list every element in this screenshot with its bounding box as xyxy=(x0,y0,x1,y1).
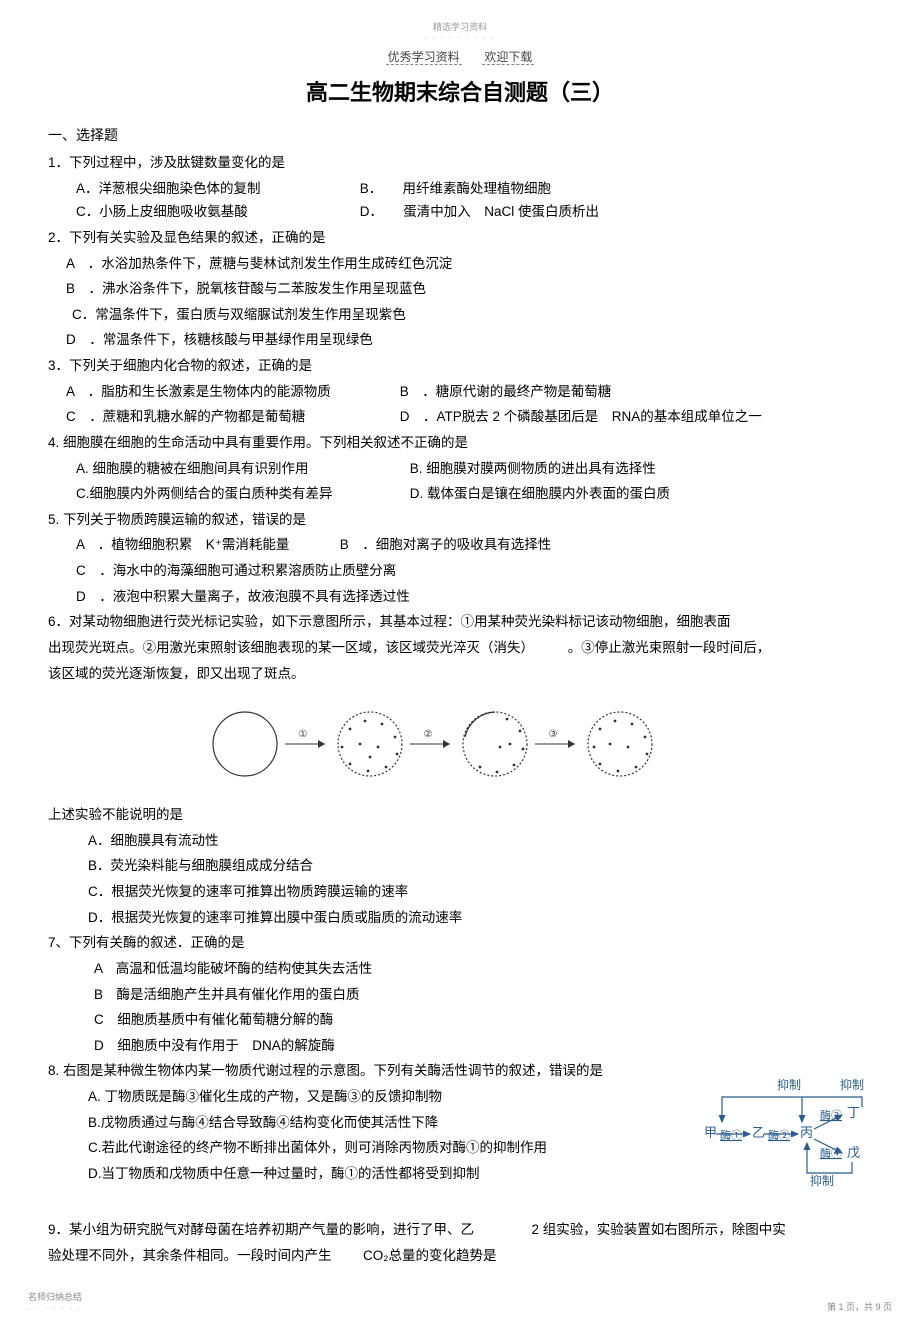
q5-opt-b: B ．细胞对离子的吸收具有选择性 xyxy=(340,537,552,552)
q9-stem-line1: 9．某小组为研究脱气对酵母菌在培养初期产气量的影响，进行了甲、乙 2 组实验，实… xyxy=(48,1218,872,1242)
q8d-yizhi3: 抑制 xyxy=(810,1173,834,1187)
q6-post: 上述实验不能说明的是 xyxy=(48,803,872,827)
q8d-bing: 丙 xyxy=(800,1125,813,1140)
q2-opt-d: D ．常温条件下，核糖核酸与甲基绿作用呈现绿色 xyxy=(48,328,872,352)
q9-stem2b: CO₂总量的变化趋势是 xyxy=(363,1248,497,1263)
q6-step2-label: ② xyxy=(424,729,433,740)
q4-opt-d: D. 载体蛋白是镶在细胞膜内外表面的蛋白质 xyxy=(410,486,670,501)
q6-opt-a: A．细胞膜具有流动性 xyxy=(48,829,872,853)
q3-opt-d: D ．ATP脱去 2 个磷酸基团后是 RNA的基本组成单位之一 xyxy=(400,409,762,424)
q3-opt-b: B ．糖原代谢的最终产物是葡萄糖 xyxy=(400,384,612,399)
q8d-mei4: 酶④ xyxy=(820,1147,842,1160)
q7-opt-d: D 细胞质中没有作用于 DNA的解旋酶 xyxy=(48,1034,872,1058)
q6-opt-d: D．根据荧光恢复的速率可推算出膜中蛋白质或脂质的流动速率 xyxy=(48,906,872,930)
q4-opt-c: C.细胞膜内外两侧结合的蛋白质种类有差异 xyxy=(76,482,406,506)
q9-stem-line2: 验处理不同外，其余条件相同。一段时间内产生 CO₂总量的变化趋势是 xyxy=(48,1244,872,1268)
q3-opt-a: A ．脂肪和生长激素是生物体内的能源物质 xyxy=(66,380,396,404)
q9-stem2a: 验处理不同外，其余条件相同。一段时间内产生 xyxy=(48,1248,332,1263)
sub-header-left: 优秀学习资料 xyxy=(386,50,462,65)
q1-opt-a: A．洋葱根尖细胞染色体的复制 xyxy=(76,177,356,201)
q8d-mei1: 酶① xyxy=(720,1129,742,1142)
q8d-yizhi1: 抑制 xyxy=(777,1077,801,1092)
q7-opt-b: B 酶是活细胞产生并具有催化作用的蛋白质 xyxy=(48,983,872,1007)
q6-opt-c: C．根据荧光恢复的速率可推算出物质跨膜运输的速率 xyxy=(48,880,872,904)
q1-opt-b: B． 用纤维素酶处理植物细胞 xyxy=(360,177,551,201)
q3-stem: 3．下列关于细胞内化合物的叙述，正确的是 xyxy=(48,354,872,378)
q5-opt-a: A ．植物细胞积累 K⁺需消耗能量 xyxy=(76,533,336,557)
q6-stem3: 该区域的荧光逐渐恢复，即又出现了斑点。 xyxy=(48,662,872,686)
q6-stem2: 出现荧光斑点。②用激光束照射该细胞表现的某一区域，该区域荧光淬灭（消失） 。③停… xyxy=(48,636,872,660)
q8d-ding: 丁 xyxy=(847,1105,860,1120)
top-header-dots: - - - - - - - - - xyxy=(48,35,872,42)
q1-opt-c: C．小肠上皮细胞吸收氨基酸 xyxy=(76,200,356,224)
q8d-mei3: 酶③ xyxy=(820,1109,842,1122)
q8d-jia: 甲 xyxy=(704,1125,717,1140)
q3-opt-c: C ．蔗糖和乳糖水解的产物都是葡萄糖 xyxy=(66,405,396,429)
q8d-yizhi2: 抑制 xyxy=(840,1077,864,1092)
q8d-mei2: 酶② xyxy=(768,1129,790,1142)
q6-step1-label: ① xyxy=(299,729,308,740)
q2-opt-b: B ．沸水浴条件下，脱氧核苷酸与二苯胺发生作用呈现蓝色 xyxy=(48,277,872,301)
q7-stem: 7、下列有关酶的叙述．正确的是 xyxy=(48,931,872,955)
q5-opt-d: D ．液泡中积累大量离子，故液泡膜不具有选择透过性 xyxy=(48,585,872,609)
q8d-wu: 戊 xyxy=(847,1145,860,1160)
q4-opt-b: B. 细胞膜对膜两侧物质的进出具有选择性 xyxy=(410,461,656,476)
footer-left: 名师归纳总结 - - - - - - - xyxy=(28,1290,82,1313)
q8d-yi: 乙 xyxy=(752,1125,765,1140)
q6-opt-b: B．荧光染料能与细胞膜组成成分结合 xyxy=(48,854,872,878)
top-header-small: 精选学习资料 xyxy=(48,20,872,33)
q4-stem: 4. 细胞膜在细胞的生命活动中具有重要作用。下列相关叙述不正确的是 xyxy=(48,431,872,455)
section-head: 一、选择题 xyxy=(48,125,872,145)
q8-diagram: 抑制 抑制 甲 酶① 乙 酶② 丙 酶③ 丁 酶④ 戊 抑制 xyxy=(702,1077,872,1192)
q4-opt-a: A. 细胞膜的糖被在细胞间具有识别作用 xyxy=(76,457,406,481)
sub-header: 优秀学习资料 欢迎下载 xyxy=(48,48,872,65)
q7-opt-a: A 高温和低温均能破坏酶的结构使其失去活性 xyxy=(48,957,872,981)
q2-opt-a: A ．水浴加热条件下，蔗糖与斐林试剂发生作用生成砖红色沉淀 xyxy=(48,252,872,276)
q5-opt-c: C ．海水中的海藻细胞可通过积累溶质防止质壁分离 xyxy=(48,559,872,583)
page-title: 高二生物期末综合自测题（三） xyxy=(48,75,872,107)
q6-diagram: ① ② ③ xyxy=(48,699,872,789)
q5-stem: 5. 下列关于物质跨膜运输的叙述，错误的是 xyxy=(48,508,872,532)
q9-stem1a: 9．某小组为研究脱气对酵母菌在培养初期产气量的影响，进行了甲、乙 xyxy=(48,1222,474,1237)
q6-stem1: 6．对某动物细胞进行荧光标记实验，如下示意图所示，其基本过程：①用某种荧光染料标… xyxy=(48,610,872,634)
q1-opt-d: D． 蛋清中加入 NaCl 使蛋白质析出 xyxy=(360,200,599,224)
q2-stem: 2．下列有关实验及显色结果的叙述，正确的是 xyxy=(48,226,872,250)
footer-right: 第 1 页，共 9 页 xyxy=(827,1300,892,1313)
q1-stem: 1．下列过程中，涉及肽键数量变化的是 xyxy=(48,151,872,175)
q7-opt-c: C 细胞质基质中有催化葡萄糖分解的酶 xyxy=(48,1008,872,1032)
q6-step3-label: ③ xyxy=(549,729,558,740)
q2-opt-c: C．常温条件下，蛋白质与双缩脲试剂发生作用呈现紫色 xyxy=(48,303,872,327)
sub-header-right: 欢迎下载 xyxy=(482,50,534,65)
q9-stem1b: 2 组实验，实验装置如右图所示，除图中实 xyxy=(532,1222,786,1237)
